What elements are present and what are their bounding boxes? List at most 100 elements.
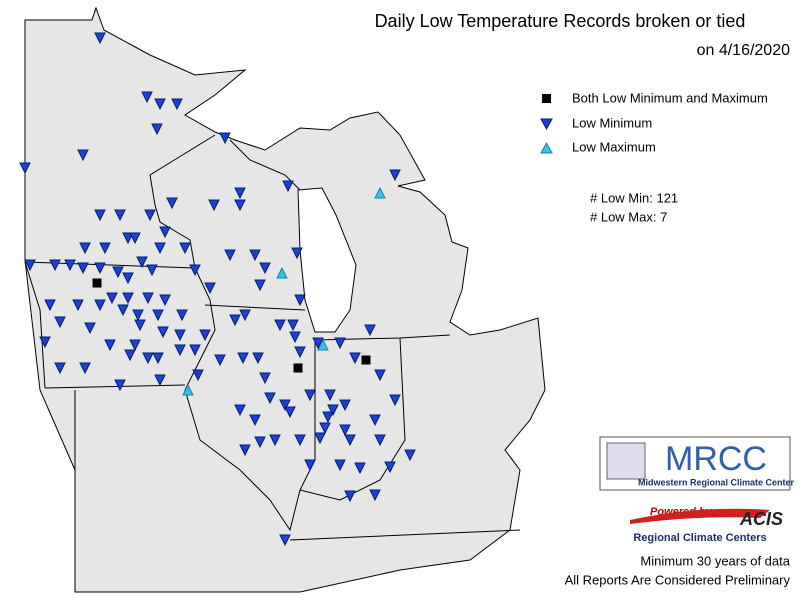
low-min-marker: [279, 534, 291, 547]
low-min-marker: [122, 272, 134, 285]
low-min-marker: [204, 282, 216, 295]
low-min-marker: [142, 292, 154, 305]
low-min-marker: [269, 434, 281, 447]
low-min-marker: [284, 406, 296, 419]
low-min-marker: [19, 162, 31, 175]
low-min-marker: [72, 299, 84, 312]
logo-map-icon: [606, 442, 646, 480]
legend-up-triangle: [540, 141, 553, 154]
low-min-marker: [312, 337, 324, 350]
low-min-marker: [389, 169, 401, 182]
low-min-marker: [354, 462, 366, 475]
low-min-marker: [339, 424, 351, 437]
low-min-marker: [129, 339, 141, 352]
low-min-marker: [334, 337, 346, 350]
low-min-marker: [104, 339, 116, 352]
low-min-marker: [344, 434, 356, 447]
low-max-marker: [317, 338, 329, 351]
low-min-marker: [132, 309, 144, 322]
low-min-marker: [154, 374, 166, 387]
low-min-marker: [77, 149, 89, 162]
low-min-marker: [84, 322, 96, 335]
low-min-marker: [146, 264, 158, 277]
low-max-marker: [276, 266, 288, 279]
note: Minimum 30 years of data: [640, 553, 790, 568]
low-min-marker: [364, 324, 376, 337]
low-min-marker: [189, 264, 201, 277]
low-min-marker: [44, 299, 56, 312]
low-min-marker: [304, 389, 316, 402]
legend-label: Low Minimum: [572, 115, 652, 130]
low-min-marker: [349, 352, 361, 365]
both-marker: [92, 278, 102, 288]
low-min-marker: [287, 319, 299, 332]
map-date: on 4/16/2020: [697, 42, 791, 59]
map-title: Daily Low Temperature Records broken or …: [375, 11, 746, 31]
low-min-marker: [174, 329, 186, 342]
low-min-marker: [141, 91, 153, 104]
state-line: [204, 304, 306, 311]
low-min-marker: [166, 197, 178, 210]
low-min-marker: [239, 309, 251, 322]
low-min-marker: [136, 256, 148, 269]
low-min-marker: [259, 262, 271, 275]
low-min-marker: [159, 294, 171, 307]
low-min-marker: [192, 369, 204, 382]
note: All Reports Are Considered Preliminary: [565, 572, 791, 587]
low-min-marker: [249, 249, 261, 262]
low-min-marker: [219, 132, 231, 145]
low-min-marker: [224, 249, 236, 262]
state-line: [24, 261, 46, 389]
legend-label: Both Low Minimum and Maximum: [572, 90, 768, 105]
low-min-marker: [106, 292, 118, 305]
low-min-marker: [142, 352, 154, 365]
low-min-marker: [334, 459, 346, 472]
acis-logo: Powered by ACIS Regional Climate Centers: [630, 506, 783, 544]
low-min-marker: [134, 319, 146, 332]
low-min-marker: [314, 432, 326, 445]
state-line: [149, 134, 216, 269]
low-min-marker: [154, 242, 166, 255]
low-min-marker: [254, 279, 266, 292]
both-marker: [361, 355, 371, 365]
state-line: [44, 384, 186, 389]
station-markers: [19, 32, 416, 547]
low-min-marker: [54, 316, 66, 329]
low-max-marker: [182, 383, 194, 396]
low-min-marker: [304, 459, 316, 472]
legend-down-triangle: [540, 118, 553, 131]
legend-square: [542, 94, 551, 103]
low-min-marker: [174, 344, 186, 357]
logo-full-name: Midwestern Regional Climate Center: [638, 477, 795, 487]
low-min-marker: [94, 32, 106, 45]
low-min-marker: [374, 434, 386, 447]
low-min-marker: [282, 180, 294, 193]
logo-name: MRCC: [665, 440, 767, 478]
low-min-marker: [259, 372, 271, 385]
low-min-marker: [154, 98, 166, 111]
low-min-marker: [237, 352, 249, 365]
low-min-marker: [39, 336, 51, 349]
low-min-marker: [294, 294, 306, 307]
low-min-marker: [384, 461, 396, 474]
low-min-marker: [199, 329, 211, 342]
low-min-marker: [94, 209, 106, 222]
low-min-marker: [234, 187, 246, 200]
low-min-marker: [324, 389, 336, 402]
low-min-marker: [24, 259, 36, 272]
low-min-marker: [124, 349, 136, 362]
low-min-marker: [114, 379, 126, 392]
low-min-marker: [151, 123, 163, 136]
legend-label: Low Maximum: [572, 139, 656, 154]
acis-swoosh: [630, 508, 770, 524]
low-min-marker: [152, 309, 164, 322]
low-min-marker: [294, 434, 306, 447]
mrcc-logo: MRCC Midwestern Regional Climate Center: [599, 436, 795, 491]
low-min-marker: [264, 392, 276, 405]
low-min-marker: [252, 352, 264, 365]
both-marker: [293, 363, 303, 373]
low-min-marker: [49, 259, 61, 272]
low-min-marker: [122, 292, 134, 305]
low-min-marker: [208, 199, 220, 212]
